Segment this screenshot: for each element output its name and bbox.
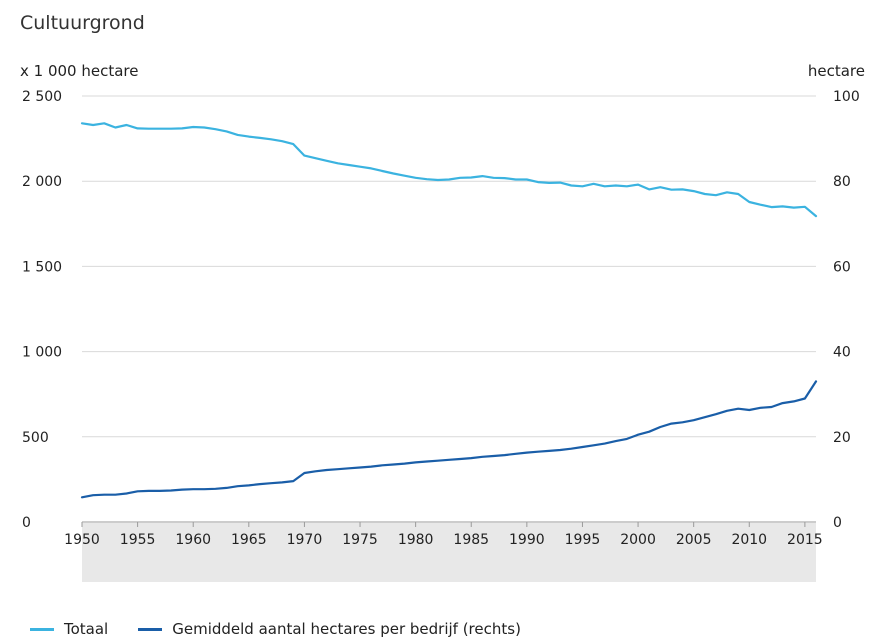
left-tick-label: 2 000 — [22, 174, 62, 190]
series-line-totaal — [80, 122, 818, 218]
legend-item-totaal: Totaal — [30, 620, 108, 638]
x-tick-label: 1985 — [453, 532, 489, 548]
right-tick-label: 60 — [833, 259, 851, 275]
series-line-gemiddeld — [80, 380, 818, 499]
x-tick-label: 1965 — [231, 532, 267, 548]
x-tick-label: 1955 — [120, 532, 156, 548]
x-tick-label: 2005 — [676, 532, 712, 548]
right-tick-label: 40 — [833, 345, 851, 361]
right-axis-unit-label: hectare — [807, 62, 865, 80]
left-tick-label: 500 — [22, 430, 49, 446]
right-tick-label: 0 — [833, 515, 842, 531]
legend-label-totaal: Totaal — [64, 620, 109, 638]
right-tick-label: 20 — [833, 430, 851, 446]
x-tick-label: 1990 — [509, 532, 545, 548]
legend-item-gemiddeld: Gemiddeld aantal hectares per bedrijf (r… — [138, 620, 521, 638]
left-y-axis: 0 500 1 000 1 500 2 000 2 500 — [22, 89, 62, 531]
x-tick-label: 1970 — [287, 532, 323, 548]
x-axis-band — [82, 523, 816, 582]
legend-swatch-totaal — [30, 627, 54, 631]
left-tick-label: 2 500 — [22, 89, 62, 105]
x-tick-label: 2010 — [731, 532, 767, 548]
right-y-axis: 0 20 40 60 80 100 — [833, 89, 860, 531]
legend-label-gemiddeld: Gemiddeld aantal hectares per bedrijf (r… — [172, 620, 521, 638]
left-axis-unit-label: x 1 000 hectare — [20, 62, 139, 80]
left-tick-label: 0 — [22, 515, 31, 531]
legend-swatch-gemiddeld — [138, 627, 163, 631]
x-tick-label: 1975 — [342, 532, 378, 548]
series-lines — [80, 122, 818, 499]
x-tick-label: 1980 — [398, 532, 434, 548]
x-axis: 1950 1955 1960 1965 1970 1975 1980 1985 1990 1995… — [64, 521, 823, 548]
gridlines — [82, 95, 816, 438]
chart-title: Cultuurgrond — [20, 12, 145, 34]
line-chart: 0 500 1 000 1 500 2 000 2 500 0 20 40 60 80 100 19… — [22, 89, 860, 582]
right-tick-label: 100 — [833, 89, 860, 105]
right-tick-label: 80 — [833, 174, 851, 190]
legend: Totaal Gemiddeld aantal hectares per bed… — [30, 620, 551, 638]
x-tick-label: 1960 — [175, 532, 211, 548]
left-tick-label: 1 500 — [22, 259, 62, 275]
x-tick-label: 2000 — [620, 532, 656, 548]
x-tick-label: 2015 — [787, 532, 823, 548]
x-tick-label: 1995 — [565, 532, 601, 548]
x-tick-label: 1950 — [64, 532, 100, 548]
left-tick-label: 1 000 — [22, 345, 62, 361]
